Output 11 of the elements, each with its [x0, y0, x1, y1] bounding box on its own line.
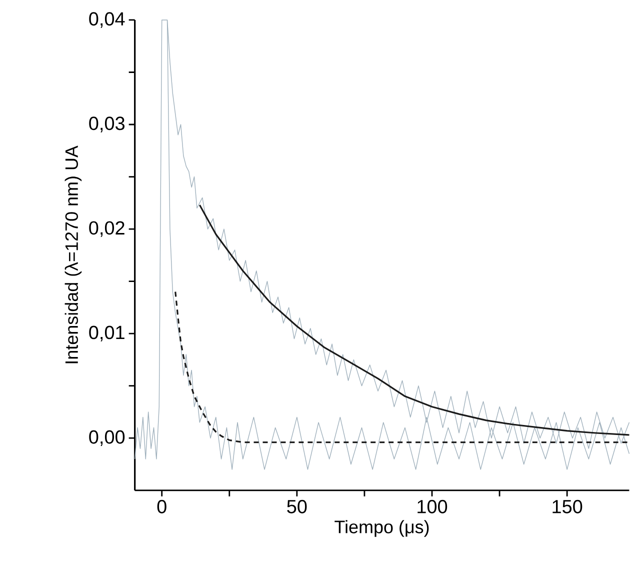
- y-axis-title: Intensidad (λ=1270 nm) UA: [64, 145, 82, 364]
- x-tick-label: 0: [157, 500, 166, 514]
- y-tick-label: 0,02: [89, 221, 124, 237]
- y-tick-label: 0,00: [89, 430, 125, 446]
- x-tick-label: 50: [287, 500, 307, 514]
- x-tick-label: 100: [418, 500, 448, 514]
- y-tick-label: 0,01: [89, 326, 124, 342]
- y-tick-label: 0,04: [89, 12, 125, 28]
- x-axis-title: Tiempo (μs): [334, 520, 429, 537]
- x-tick-label: 150: [552, 500, 582, 514]
- y-tick-label: 0,03: [89, 116, 124, 132]
